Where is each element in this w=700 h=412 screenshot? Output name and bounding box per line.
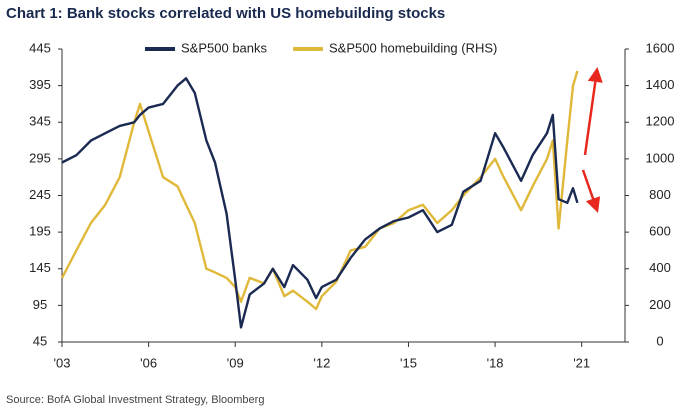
y2-tick-label: 1200 (646, 114, 675, 129)
y-tick-label: 295 (29, 150, 51, 165)
y-tick-label: 95 (33, 297, 47, 312)
x-tick-label: '21 (573, 355, 590, 370)
x-tick-label: '12 (313, 355, 330, 370)
x-tick-label: '18 (487, 355, 504, 370)
legend-label: S&P500 banks (181, 40, 268, 55)
y2-tick-label: 1600 (646, 40, 675, 55)
y2-tick-label: 1000 (646, 150, 675, 165)
y2-tick-label: 1400 (646, 77, 675, 92)
down-arrow (581, 169, 601, 213)
y-tick-label: 195 (29, 224, 51, 239)
y2-tick-label: 800 (649, 187, 671, 202)
series-line (60, 70, 579, 311)
source-note: Source: BofA Global Investment Strategy,… (6, 394, 264, 406)
x-tick-label: '03 (54, 355, 71, 370)
y2-tick-label: 600 (649, 224, 671, 239)
y-tick-label: 145 (29, 260, 51, 275)
y-tick-label: 45 (33, 333, 47, 348)
y2-tick-label: 0 (656, 333, 663, 348)
y-tick-label: 345 (29, 114, 51, 129)
y2-tick-label: 200 (649, 297, 671, 312)
legend-label: S&P500 homebuilding (RHS) (329, 40, 497, 55)
x-tick-label: '06 (140, 355, 157, 370)
y-tick-label: 245 (29, 187, 51, 202)
x-tick-label: '15 (400, 355, 417, 370)
x-tick-label: '09 (227, 355, 244, 370)
y-tick-label: 395 (29, 77, 51, 92)
up-arrow (583, 67, 603, 156)
y2-tick-label: 400 (649, 260, 671, 275)
series-line (61, 77, 579, 329)
chart-title: Chart 1: Bank stocks correlated with US … (6, 5, 445, 22)
y-tick-label: 445 (29, 40, 51, 55)
